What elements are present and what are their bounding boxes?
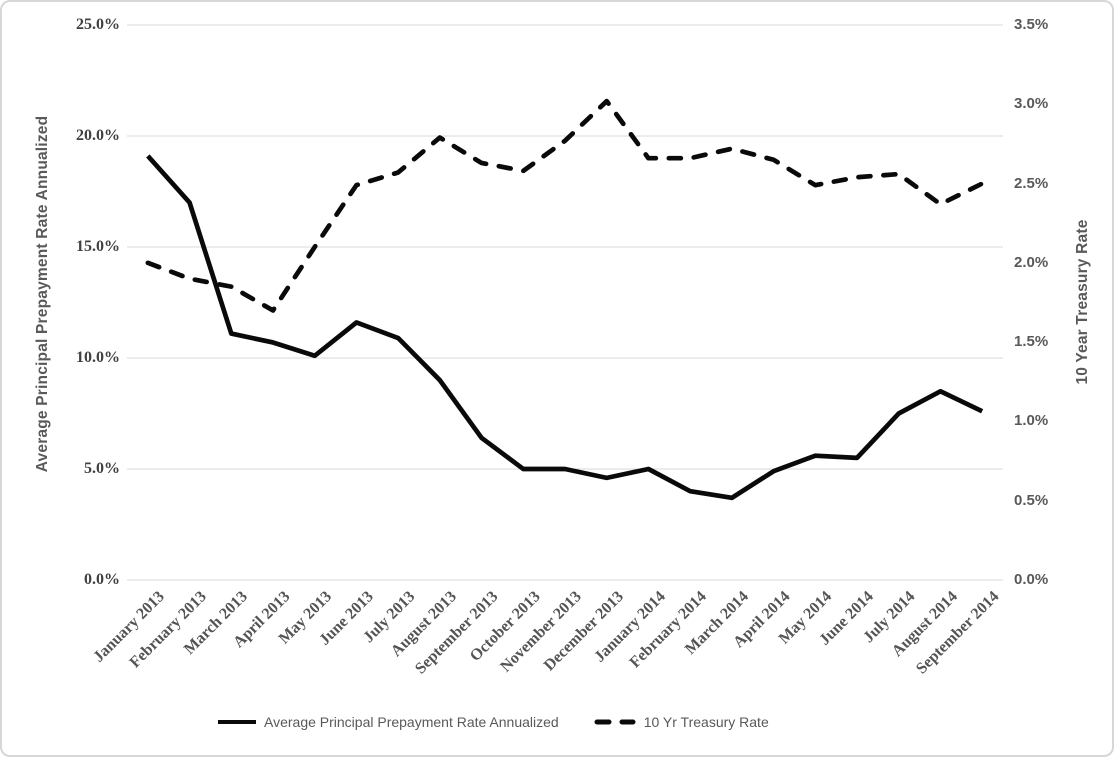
left-axis-tick: 20.0% (76, 127, 120, 144)
right-axis-tick: 1.0% (1014, 412, 1049, 430)
dashed-line-swatch (594, 719, 636, 725)
legend-item-treasury: 10 Yr Treasury Rate (593, 714, 769, 730)
left-axis-tick: 5.0% (84, 460, 120, 477)
solid-line-swatch (218, 720, 256, 724)
right-axis-title: 10 Year Treasury Rate (1074, 219, 1091, 385)
left-axis-tick: 15.0% (76, 238, 120, 255)
right-axis-tick: 2.0% (1014, 253, 1049, 271)
right-axis-tick: 0.0% (1014, 571, 1049, 588)
legend-item-prepayment: Average Principal Prepayment Rate Annual… (217, 714, 559, 730)
legend-label-treasury: 10 Yr Treasury Rate (643, 714, 769, 730)
legend: Average Principal Prepayment Rate Annual… (217, 714, 769, 730)
right-axis-tick: 1.5% (1014, 333, 1049, 351)
right-axis-tick: 0.5% (1014, 491, 1049, 509)
right-axis-tick: 3.0% (1014, 95, 1049, 113)
right-axis-tick: 3.5% (1014, 16, 1049, 33)
left-axis-tick: 0.0% (84, 571, 120, 588)
legend-label-prepayment: Average Principal Prepayment Rate Annual… (264, 714, 559, 730)
left-axis-title: Average Principal Prepayment Rate Annual… (34, 115, 51, 473)
gridlines (127, 24, 1003, 581)
left-axis-tick: 10.0% (76, 349, 120, 366)
left-axis-tick: 25.0% (76, 16, 120, 33)
dashed-series-line (145, 98, 985, 313)
solid-series-line (146, 154, 984, 501)
right-axis-tick: 2.5% (1014, 174, 1049, 192)
series-lines (145, 98, 985, 501)
